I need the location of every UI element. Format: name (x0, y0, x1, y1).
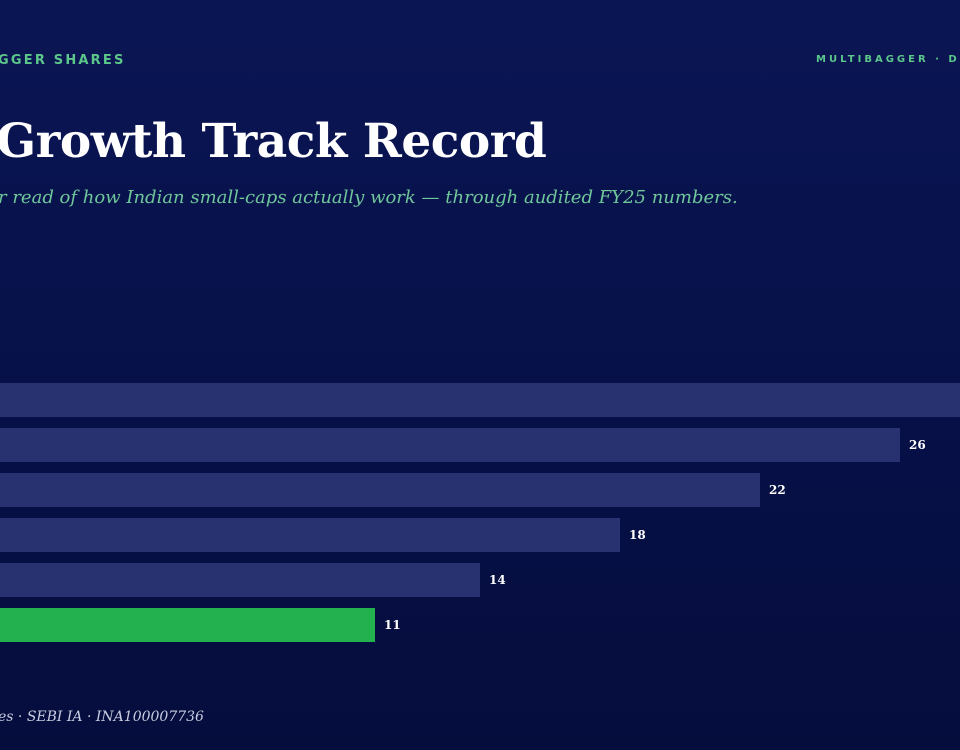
bar-value-label-4: 18 (629, 528, 646, 542)
bar-value-label-3: 22 (769, 483, 786, 497)
page-title: Growth Track Record (0, 114, 547, 169)
page-subtitle: r read of how Indian small-caps actually… (0, 187, 738, 208)
footer-disclaimer: es · SEBI IA · INA100007736 (0, 709, 204, 725)
bar-2 (0, 428, 900, 462)
brand-left: GGER SHARES (0, 53, 126, 68)
bar-5 (0, 563, 480, 597)
bar-value-label-5: 14 (489, 573, 506, 587)
bar-6 (0, 608, 375, 642)
bar-1 (0, 383, 960, 417)
bar-value-label-2: 26 (909, 438, 926, 452)
brand-right: MULTIBAGGER · D (816, 54, 960, 65)
bar-3 (0, 473, 760, 507)
bar-value-label-6: 11 (384, 618, 401, 632)
bar-4 (0, 518, 620, 552)
